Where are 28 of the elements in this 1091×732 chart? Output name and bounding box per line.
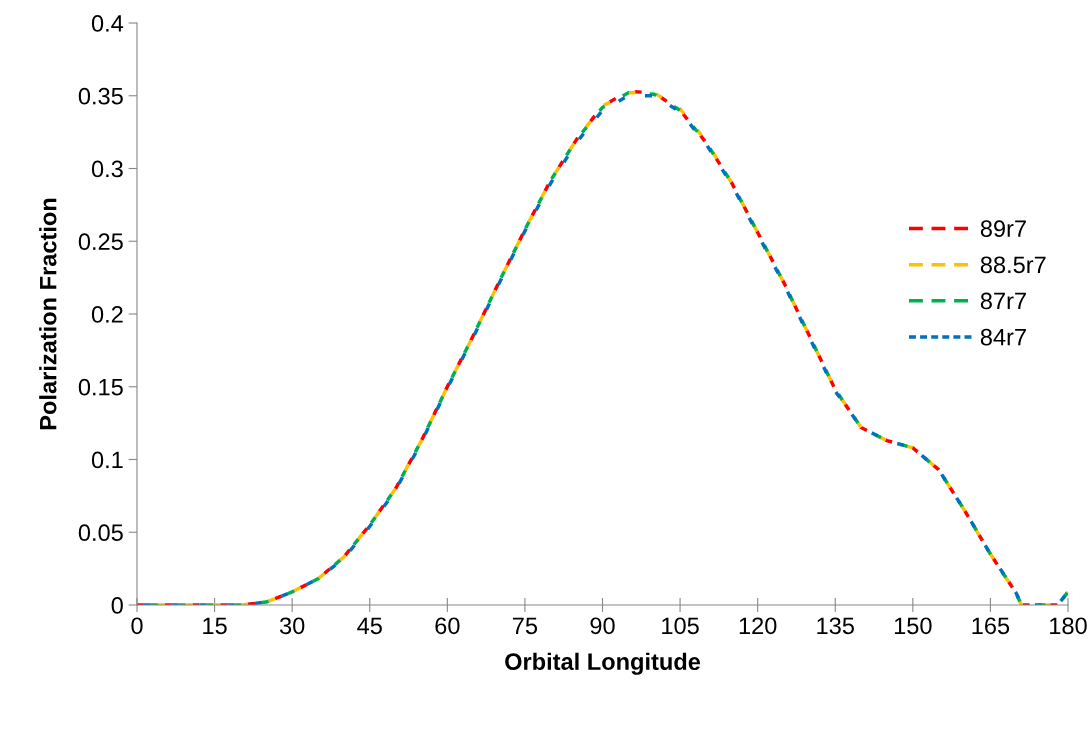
x-tick-label: 150 <box>894 617 932 635</box>
x-tick-label: 135 <box>817 617 854 635</box>
y-tick-label: 0.05 <box>78 524 123 542</box>
x-tick-label: 30 <box>279 617 305 635</box>
x-tick-label: 120 <box>739 617 777 635</box>
x-tick-label: 180 <box>1050 617 1087 635</box>
y-tick-label: 0.25 <box>78 233 123 251</box>
legend-label: 88.5r7 <box>980 256 1046 274</box>
x-tick-label: 105 <box>662 617 699 635</box>
y-tick-label: 0.15 <box>78 378 123 396</box>
legend-label: 84r7 <box>980 328 1026 346</box>
x-tick-label: 75 <box>513 617 538 635</box>
y-tick-label: 0.35 <box>78 87 123 105</box>
y-tick-label: 0 <box>111 597 123 614</box>
y-tick-label: 0.2 <box>91 306 123 323</box>
x-axis-title: Orbital Longitude <box>505 652 701 675</box>
legend-label: 87r7 <box>980 292 1026 310</box>
x-tick-label: 45 <box>357 617 382 635</box>
x-tick-label: 165 <box>972 617 1010 635</box>
x-tick-label: 90 <box>590 617 615 635</box>
y-tick-label: 0.3 <box>91 160 123 178</box>
y-tick-label: 0.1 <box>91 451 123 469</box>
x-tick-label: 0 <box>131 617 143 635</box>
legend-label: 89r7 <box>980 220 1026 237</box>
x-tick-label: 15 <box>203 617 227 635</box>
x-tick-label: 60 <box>435 617 460 635</box>
y-axis-title: Polarization Fraction <box>39 198 57 430</box>
y-tick-label: 0.4 <box>91 15 124 32</box>
